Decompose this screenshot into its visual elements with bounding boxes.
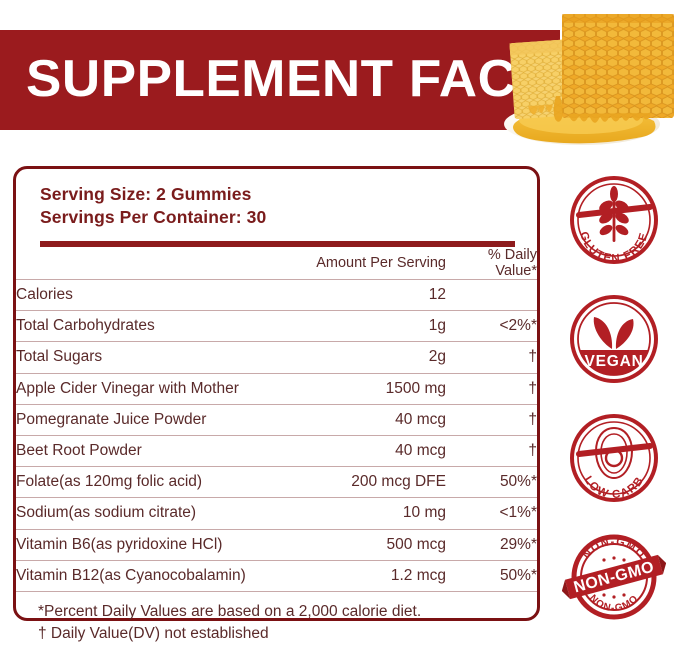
header-amount-per-serving: Amount Per Serving	[296, 247, 446, 280]
supplement-facts-panel: Serving Size: 2 Gummies Servings Per Con…	[13, 166, 540, 642]
footnotes: *Percent Daily Values are based on a 2,0…	[16, 592, 537, 645]
table-row: Sodium(as sodium citrate) 10 mg <1%*	[16, 497, 537, 530]
nutrient-amount: 2g	[296, 341, 446, 374]
nutrient-daily-value: 50%*	[446, 560, 537, 592]
nutrient-amount: 200 mcg DFE	[296, 466, 446, 499]
header-nutrient	[16, 247, 296, 280]
table-row: Beet Root Powder 40 mcg †	[16, 435, 537, 468]
nutrient-amount: 1g	[296, 310, 446, 343]
gluten-free-badge: GLUTEN FREE	[570, 176, 658, 265]
table-row: Vitamin B6(as pyridoxine HCl) 500 mcg 29%*	[16, 529, 537, 561]
table-row: Vitamin B12(as Cyanocobalamin) 1.2 mcg 50%…	[16, 560, 537, 592]
nutrient-daily-value: †	[446, 435, 537, 468]
nutrient-amount: 500 mcg	[296, 529, 446, 561]
nutrient-amount: 40 mcg	[296, 404, 446, 436]
table-row: Calories 12	[16, 279, 537, 312]
certification-badges: GLUTEN FREE VEGAN LOW CARB	[556, 168, 674, 628]
page-title: SUPPLEMENT FACTS	[26, 50, 586, 108]
footnote-percent-daily-value: *Percent Daily Values are based on a 2,0…	[38, 602, 422, 620]
table-row: Total Sugars 2g †	[16, 341, 537, 374]
nutrient-daily-value: †	[446, 404, 537, 436]
header-daily-value: % Daily Value*	[446, 247, 537, 280]
nutrient-daily-value: <1%*	[446, 497, 537, 530]
nutrient-name: Total Carbohydrates	[16, 310, 296, 343]
table-row: Folate(as 120mg folic acid) 200 mcg DFE 50…	[16, 466, 537, 499]
vegan-badge: VEGAN	[570, 295, 658, 383]
nutrient-name: Beet Root Powder	[16, 435, 296, 468]
nutrient-daily-value: <2%*	[446, 310, 537, 343]
nutrient-name: Vitamin B12(as Cyanocobalamin)	[16, 560, 296, 592]
nutrient-daily-value	[446, 279, 537, 312]
thick-divider	[40, 241, 515, 247]
nutrient-daily-value: 29%*	[446, 529, 537, 561]
nutrient-daily-value: 50%*	[446, 466, 537, 499]
table-row: Apple Cider Vinegar with Mother 1500 mg †	[16, 373, 537, 405]
nutrient-daily-value: †	[446, 341, 537, 374]
nutrient-amount: 1.2 mcg	[296, 560, 446, 592]
serving-info: Serving Size: 2 Gummies Servings Per Con…	[16, 169, 537, 235]
nutrient-amount: 10 mg	[296, 497, 446, 530]
table-row: Pomegranate Juice Powder 40 mcg †	[16, 404, 537, 436]
table-header-row: Amount Per Serving % Daily Value*	[16, 247, 537, 280]
nutrition-table-body: Calories 12 Total Carbohydrates 1g <2%* Total…	[16, 279, 537, 592]
servings-per-container: Servings Per Container: 30	[40, 207, 267, 227]
nutrient-daily-value: †	[446, 373, 537, 405]
table-row: Total Carbohydrates 1g <2%*	[16, 310, 537, 343]
nutrient-amount: 40 mcg	[296, 435, 446, 468]
nutrient-amount: 12	[296, 279, 446, 312]
serving-size: Serving Size: 2 Gummies	[40, 184, 252, 204]
nutrient-name: Sodium(as sodium citrate)	[16, 497, 296, 530]
nutrient-name: Pomegranate Juice Powder	[16, 404, 296, 436]
non-gmo-badge: NON-GMO NON-GMO NON-GMO	[562, 534, 666, 620]
nutrient-name: Apple Cider Vinegar with Mother	[16, 373, 296, 405]
header-banner	[0, 30, 560, 130]
low-carb-badge: LOW CARB	[570, 414, 658, 502]
nutrient-name: Folate(as 120mg folic acid)	[16, 466, 296, 499]
nutrient-name: Total Sugars	[16, 341, 296, 374]
vegan-label: VEGAN	[584, 353, 643, 370]
nutrient-amount: 1500 mg	[296, 373, 446, 405]
footnote-dagger: † Daily Value(DV) not established	[38, 624, 269, 642]
nutrient-name: Vitamin B6(as pyridoxine HCl)	[16, 529, 296, 561]
nutrient-name: Calories	[16, 279, 296, 312]
nutrition-table: Amount Per Serving % Daily Value* Calori…	[16, 247, 537, 592]
